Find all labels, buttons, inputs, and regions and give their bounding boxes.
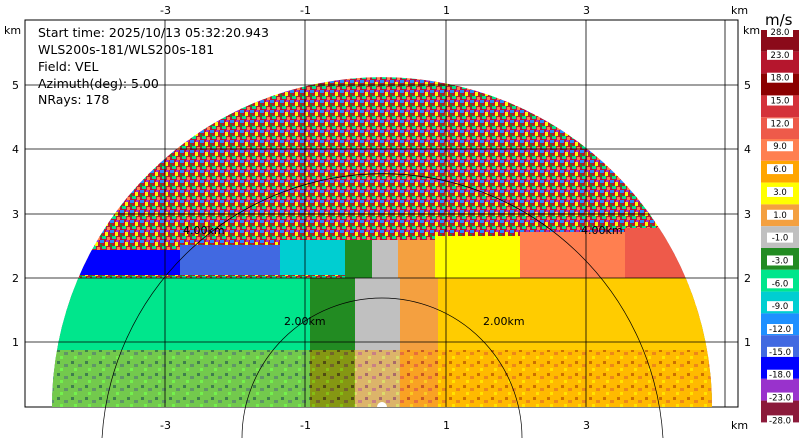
colorbar: 28.0 23.0 18.0 15.0 12.0 9.0 6.0 3.0 1.0 -1.0 -3.0… bbox=[761, 27, 799, 426]
x-tick-top: -3 bbox=[160, 4, 171, 17]
x-tick-top: -1 bbox=[300, 4, 311, 17]
colorbar-label-bg bbox=[767, 278, 793, 289]
y-tick-right: 1 bbox=[744, 336, 751, 349]
y-tick-right: 2 bbox=[744, 272, 751, 285]
colorbar-label-bg bbox=[767, 392, 793, 403]
x-unit-bottom: km bbox=[731, 419, 748, 432]
y-tick-left: 5 bbox=[12, 79, 19, 92]
range-label-left-2km: 2.00km bbox=[284, 315, 326, 328]
colorbar-label-bg bbox=[767, 49, 793, 60]
y-tick-right: 5 bbox=[744, 79, 751, 92]
colorbar-label-bg bbox=[767, 164, 793, 175]
colorbar-label-bg bbox=[767, 27, 793, 37]
colorbar-label-bg bbox=[767, 141, 793, 152]
colorbar-label: 18.0 bbox=[771, 74, 790, 84]
colorbar-label-bg bbox=[767, 118, 793, 129]
colorbar-label: 1.0 bbox=[773, 211, 787, 221]
start-time-text: Start time: 2025/10/13 05:32:20.943 bbox=[38, 25, 269, 40]
colorbar-label-bg bbox=[767, 72, 793, 83]
colorbar-label-bg bbox=[767, 186, 793, 197]
colorbar-label: -6.0 bbox=[772, 279, 789, 289]
y-tick-left: 4 bbox=[12, 143, 19, 156]
colorbar-label: 9.0 bbox=[773, 142, 787, 152]
colorbar-label-bg bbox=[767, 95, 793, 106]
nrays-text: NRays: 178 bbox=[38, 92, 109, 107]
colorbar-label-bg bbox=[767, 232, 793, 243]
colorbar-label: 28.0 bbox=[771, 28, 790, 38]
colorbar-label: -15.0 bbox=[769, 348, 791, 358]
y-tick-left: 2 bbox=[12, 272, 19, 285]
range-label-right-2km: 2.00km bbox=[483, 315, 525, 328]
x-ticks-bottom: -3 -1 1 3 km bbox=[160, 419, 748, 432]
colorbar-label-bg bbox=[767, 415, 793, 426]
info-block: Start time: 2025/10/13 05:32:20.943 WLS2… bbox=[38, 25, 269, 107]
y-ticks-right: km 5 4 3 2 1 bbox=[743, 24, 760, 349]
colorbar-label-bg bbox=[767, 301, 793, 312]
x-tick-bottom: -3 bbox=[160, 419, 171, 432]
range-label-right-4km: 4.00km bbox=[581, 224, 623, 237]
colorbar-label: -12.0 bbox=[769, 325, 791, 335]
colorbar-label-bg bbox=[767, 346, 793, 357]
colorbar-label: 12.0 bbox=[771, 119, 790, 129]
field-text: Field: VEL bbox=[38, 59, 98, 74]
colorbar-label: 6.0 bbox=[773, 165, 787, 175]
colorbar-label: 3.0 bbox=[773, 188, 787, 198]
x-ticks-top: -3 -1 1 3 km bbox=[160, 4, 748, 17]
y-tick-right: 4 bbox=[744, 143, 751, 156]
colorbar-label-bg bbox=[767, 324, 793, 335]
instrument-text: WLS200s-181/WLS200s-181 bbox=[38, 42, 214, 57]
band-upper-green bbox=[345, 240, 375, 280]
grid bbox=[25, 20, 738, 407]
velocity-field bbox=[52, 77, 712, 407]
x-tick-top: 1 bbox=[443, 4, 450, 17]
azimuth-text: Azimuth(deg): 5.00 bbox=[38, 76, 159, 91]
colorbar-label: -23.0 bbox=[769, 394, 791, 404]
field-bands bbox=[52, 228, 712, 407]
colorbar-label-bg bbox=[767, 369, 793, 380]
colorbar-label: -28.0 bbox=[769, 416, 791, 426]
x-unit-top: km bbox=[731, 4, 748, 17]
x-tick-top: 3 bbox=[583, 4, 590, 17]
range-label-left-4km: 4.00km bbox=[183, 224, 225, 237]
colorbar-label: 23.0 bbox=[771, 51, 790, 61]
band-upper-cyan bbox=[280, 240, 350, 275]
x-tick-bottom: 1 bbox=[443, 419, 450, 432]
y-tick-left: 3 bbox=[12, 208, 19, 221]
colorbar-label: -9.0 bbox=[772, 302, 789, 312]
origin-marker bbox=[377, 402, 387, 407]
colorbar-label: -1.0 bbox=[772, 234, 789, 244]
band-upper-coral bbox=[520, 232, 630, 278]
colorbar-label: -3.0 bbox=[772, 256, 789, 266]
y-unit-right: km bbox=[743, 24, 760, 37]
x-tick-bottom: -1 bbox=[300, 419, 311, 432]
band-upper-gray bbox=[372, 240, 400, 280]
colorbar-unit: m/s bbox=[765, 11, 793, 29]
band-lower-noise bbox=[52, 350, 712, 407]
y-tick-right: 3 bbox=[744, 208, 751, 221]
colorbar-label: -18.0 bbox=[769, 371, 791, 381]
y-ticks-left: km 5 4 3 2 1 bbox=[4, 24, 21, 349]
colorbar-label: 15.0 bbox=[771, 97, 790, 107]
y-unit-left: km bbox=[4, 24, 21, 37]
x-tick-bottom: 3 bbox=[583, 419, 590, 432]
range-rings bbox=[101, 173, 664, 438]
colorbar-label-bg bbox=[767, 209, 793, 220]
y-tick-left: 1 bbox=[12, 336, 19, 349]
colorbar-label-bg bbox=[767, 255, 793, 266]
band-upper-sand bbox=[398, 240, 438, 278]
band-upper-yellow bbox=[435, 236, 525, 278]
